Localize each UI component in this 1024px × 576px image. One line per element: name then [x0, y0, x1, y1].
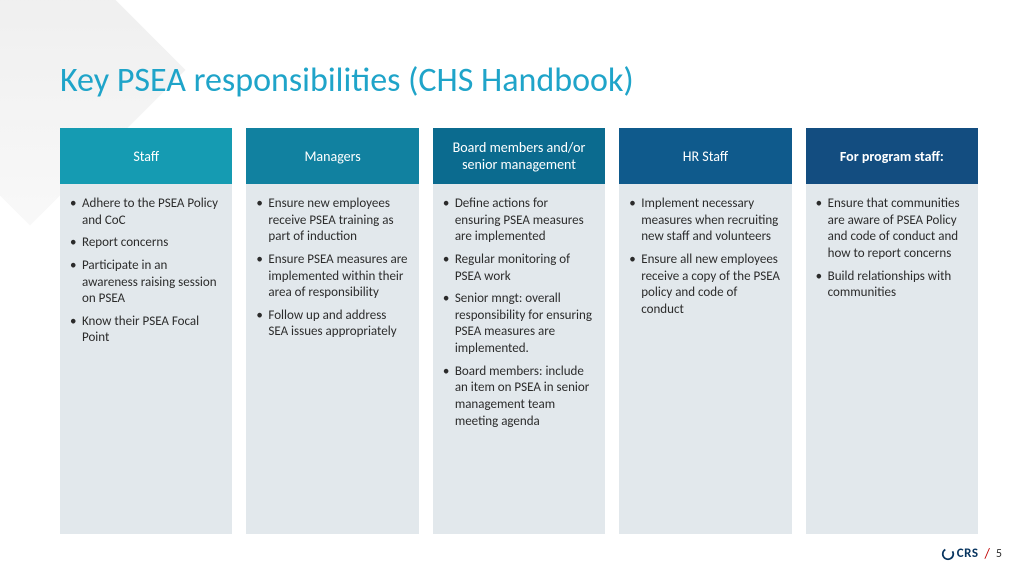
page-number: 5 — [996, 547, 1002, 561]
list-item: Build relationships with communities — [816, 269, 968, 302]
logo-mark-icon — [941, 547, 955, 561]
list-item: Ensure all new employees receive a copy … — [629, 252, 781, 319]
list-item: Know their PSEA Focal Point — [70, 314, 222, 347]
columns-container: Staff Adhere to the PSEA Policy and CoC Re… — [60, 128, 978, 534]
bullet-list: Implement necessary measures when recrui… — [629, 196, 781, 318]
column-header: Staff — [60, 128, 232, 184]
bullet-list: Define actions for ensuring PSEA measure… — [443, 196, 595, 430]
column: For program staff: Ensure that communitie… — [806, 128, 978, 534]
column-header: Board members and/or senior management — [433, 128, 605, 184]
column: Board members and/or senior management De… — [433, 128, 605, 534]
bullet-list: Ensure that communities are aware of PSE… — [816, 196, 968, 302]
list-item: Ensure that communities are aware of PSE… — [816, 196, 968, 263]
column: Managers Ensure new employees receive PSE… — [246, 128, 418, 534]
slide: Key PSEA responsibilities (CHS Handbook)… — [0, 0, 1024, 576]
column-body: Implement necessary measures when recrui… — [619, 184, 791, 534]
column: HR Staff Implement necessary measures whe… — [619, 128, 791, 534]
column-body: Define actions for ensuring PSEA measure… — [433, 184, 605, 534]
column: Staff Adhere to the PSEA Policy and CoC Re… — [60, 128, 232, 534]
footer-slash: / — [984, 545, 989, 562]
bullet-list: Adhere to the PSEA Policy and CoC Report … — [70, 196, 222, 347]
list-item: Regular monitoring of PSEA work — [443, 252, 595, 285]
bullet-list: Ensure new employees receive PSEA traini… — [256, 196, 408, 341]
column-body: Ensure that communities are aware of PSE… — [806, 184, 978, 534]
column-body: Ensure new employees receive PSEA traini… — [246, 184, 418, 534]
footer: CRS / 5 — [941, 545, 1002, 562]
list-item: Ensure PSEA measures are implemented wit… — [256, 252, 408, 302]
list-item: Senior mngt: overall responsibility for … — [443, 291, 595, 358]
column-header: For program staff: — [806, 128, 978, 184]
logo-text: CRS — [957, 546, 979, 561]
list-item: Follow up and address SEA issues appropr… — [256, 308, 408, 341]
column-body: Adhere to the PSEA Policy and CoC Report … — [60, 184, 232, 534]
list-item: Report concerns — [70, 235, 222, 252]
list-item: Ensure new employees receive PSEA traini… — [256, 196, 408, 246]
list-item: Participate in an awareness raising sess… — [70, 258, 222, 308]
list-item: Implement necessary measures when recrui… — [629, 196, 781, 246]
list-item: Define actions for ensuring PSEA measure… — [443, 196, 595, 246]
logo: CRS — [941, 546, 979, 561]
list-item: Board members: include an item on PSEA i… — [443, 364, 595, 431]
slide-title: Key PSEA responsibilities (CHS Handbook) — [60, 60, 634, 101]
column-header: Managers — [246, 128, 418, 184]
column-header: HR Staff — [619, 128, 791, 184]
list-item: Adhere to the PSEA Policy and CoC — [70, 196, 222, 229]
